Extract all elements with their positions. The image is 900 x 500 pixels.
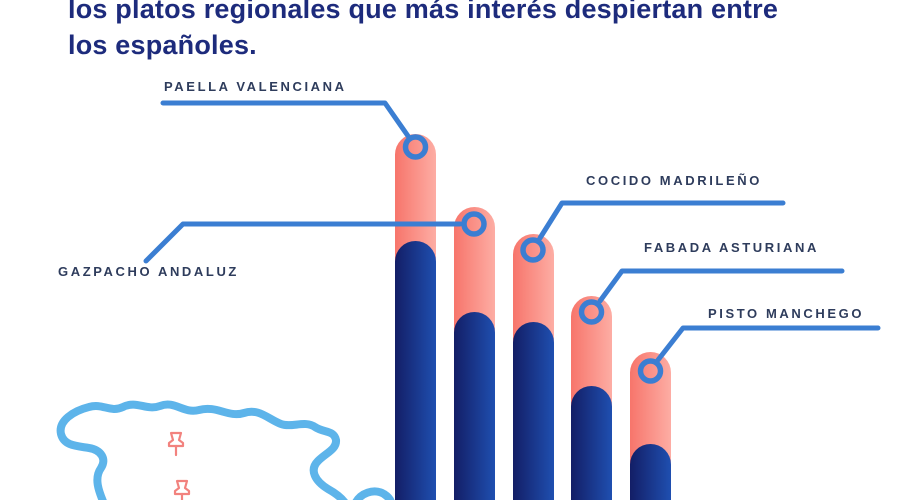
label-pisto-manchego: PISTO MANCHEGO: [708, 306, 865, 321]
bar-inner-segment: [571, 386, 613, 500]
bar-inner-segment: [512, 322, 554, 500]
label-fabada-asturiana: FABADA ASTURIANA: [644, 240, 819, 255]
title-line-1: los platos regionales que más interés de…: [68, 0, 779, 24]
spain-outline: [56, 400, 348, 500]
bar-fabada-asturiana: [571, 296, 613, 500]
bar-inner-segment: [453, 312, 495, 500]
pushpin-icon: [167, 431, 185, 457]
bar-gazpacho-andaluz: [453, 207, 495, 500]
leader-line-fabada: [597, 268, 845, 304]
infographic-title: los platos regionales que más interés de…: [68, 0, 858, 63]
leader-line-pisto: [655, 325, 881, 363]
bar-cocido-madrileno: [512, 234, 554, 500]
label-cocido-madrileno: COCIDO MADRILEÑO: [586, 173, 762, 188]
bar-inner-segment: [395, 241, 436, 500]
leader-line-cocido: [537, 200, 786, 241]
label-gazpacho-andaluz: GAZPACHO ANDALUZ: [58, 264, 239, 279]
bar-paella-valenciana: [395, 134, 436, 500]
pushpin-icon: [173, 479, 191, 500]
label-paella-valenciana: PAELLA VALENCIANA: [164, 79, 347, 94]
bar-inner-segment: [630, 444, 671, 500]
leader-line-paella: [160, 100, 411, 139]
spain-coast-fragment: [352, 487, 395, 500]
title-line-2: los españoles.: [68, 30, 257, 60]
bar-pisto-manchego: [630, 352, 671, 500]
